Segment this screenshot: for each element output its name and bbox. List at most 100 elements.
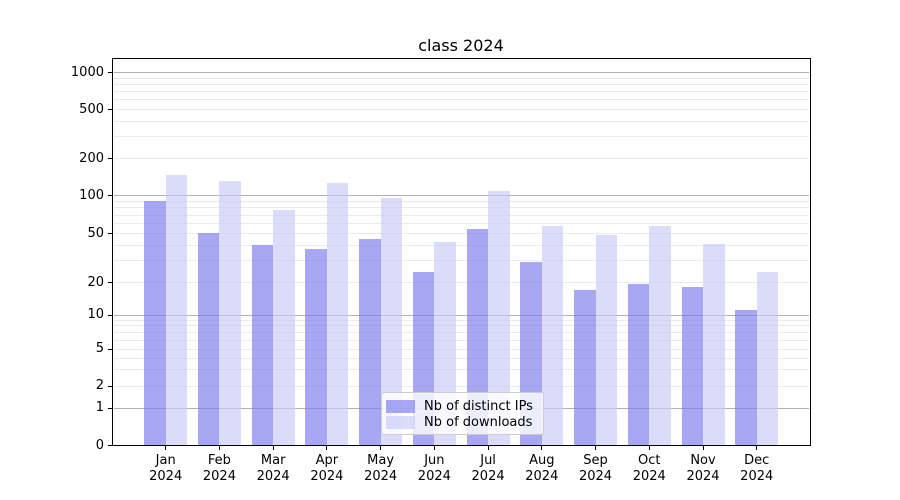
- x-tick-mark: [272, 446, 274, 450]
- y-tick-mark: [108, 282, 112, 283]
- bar-downloads: [380, 197, 403, 445]
- bar-downloads: [488, 190, 510, 445]
- x-tick-mark: [433, 446, 435, 450]
- y-tick-mark: [108, 158, 112, 159]
- bar-downloads: [165, 175, 188, 445]
- x-tick-label: May 2024: [364, 453, 398, 484]
- bar-distinct-ips: [466, 228, 489, 445]
- y-tick-mark: [108, 195, 112, 196]
- y-tick-label: 500: [79, 101, 104, 117]
- x-tick-mark: [326, 446, 328, 450]
- x-tick-mark: [702, 446, 704, 450]
- y-tick-label: 20: [87, 274, 104, 290]
- y-tick-mark: [108, 233, 112, 234]
- x-tick-label: Mar 2024: [256, 453, 290, 484]
- minor-gridline: [113, 83, 809, 85]
- x-tick-label: Dec 2024: [740, 453, 774, 484]
- bar-downloads: [595, 235, 618, 445]
- y-tick-mark: [108, 445, 112, 446]
- bar-distinct-ips: [735, 310, 757, 445]
- minor-gridline: [113, 319, 809, 321]
- y-tick-mark: [108, 314, 112, 316]
- y-tick-mark: [108, 72, 112, 73]
- minor-gridline: [113, 348, 809, 350]
- legend: Nb of distinct IPs Nb of downloads: [381, 392, 544, 435]
- x-tick-mark: [487, 446, 489, 450]
- bar-downloads: [649, 225, 671, 445]
- minor-gridline: [113, 233, 809, 234]
- x-tick-mark: [648, 446, 650, 450]
- minor-gridline: [113, 223, 809, 224]
- major-gridline: [113, 195, 809, 196]
- y-tick-label: 200: [79, 150, 104, 166]
- minor-gridline: [113, 158, 809, 159]
- minor-gridline: [113, 369, 809, 371]
- bar-distinct-ips: [681, 286, 703, 445]
- bar-distinct-ips: [627, 284, 650, 445]
- x-tick-label: Jun 2024: [417, 453, 451, 484]
- y-tick-label: 50: [87, 225, 104, 241]
- bar-distinct-ips: [305, 249, 327, 445]
- minor-gridline: [113, 207, 809, 209]
- y-tick-label: 1000: [70, 64, 104, 80]
- minor-gridline: [113, 200, 809, 202]
- bar-downloads: [756, 272, 779, 445]
- y-tick-label: 100: [79, 187, 104, 203]
- minor-gridline: [113, 385, 809, 387]
- bar-distinct-ips: [251, 244, 274, 445]
- minor-gridline: [113, 109, 809, 110]
- y-tick-label: 10: [87, 307, 104, 322]
- y-tick-label: 0: [95, 437, 104, 453]
- y-tick-mark: [108, 385, 112, 387]
- x-tick-mark: [541, 446, 543, 450]
- y-tick-label: 1: [95, 400, 104, 415]
- minor-gridline: [113, 260, 809, 262]
- bar-downloads: [273, 210, 295, 445]
- x-tick-mark: [218, 446, 220, 450]
- x-tick-mark: [380, 446, 382, 450]
- bar-downloads: [541, 225, 564, 445]
- legend-label-downloads: Nb of downloads: [424, 414, 533, 430]
- x-tick-mark: [756, 446, 758, 450]
- legend-swatch-distinct-ips-icon: [386, 399, 415, 413]
- minor-gridline: [113, 99, 809, 101]
- y-tick-label: 5: [95, 341, 104, 356]
- x-tick-label: Jan 2024: [149, 453, 183, 484]
- minor-gridline: [113, 77, 809, 79]
- bar-distinct-ips: [197, 233, 220, 445]
- bar-distinct-ips: [574, 289, 596, 445]
- bar-downloads: [219, 180, 241, 445]
- x-tick-label: Sep 2024: [578, 453, 613, 484]
- minor-gridline: [113, 214, 809, 216]
- legend-row-distinct-ips: Nb of distinct IPs: [386, 398, 533, 414]
- minor-gridline: [113, 331, 809, 333]
- x-tick-label: Jul 2024: [471, 453, 505, 484]
- minor-gridline: [113, 325, 809, 327]
- major-gridline: [113, 314, 809, 316]
- bar-downloads: [703, 243, 725, 445]
- chart-title: class 2024: [418, 36, 504, 55]
- minor-gridline: [113, 282, 809, 283]
- bar-distinct-ips: [144, 200, 166, 445]
- minor-gridline: [113, 91, 809, 93]
- minor-gridline: [113, 244, 809, 246]
- x-tick-mark: [595, 446, 597, 450]
- minor-gridline: [113, 120, 809, 122]
- y-tick-label: 2: [95, 378, 104, 393]
- bar-distinct-ips: [359, 238, 381, 445]
- minor-gridline: [113, 339, 809, 341]
- legend-swatch-downloads-icon: [386, 415, 415, 429]
- x-tick-label: Nov 2024: [686, 453, 720, 484]
- x-tick-label: Apr 2024: [310, 453, 344, 484]
- major-gridline: [113, 72, 809, 73]
- legend-row-downloads: Nb of downloads: [386, 414, 533, 430]
- x-tick-label: Aug 2024: [525, 453, 559, 484]
- minor-gridline: [113, 357, 809, 359]
- legend-label-distinct-ips: Nb of distinct IPs: [424, 398, 533, 414]
- x-tick-mark: [165, 446, 167, 450]
- x-tick-label: Oct 2024: [632, 453, 666, 484]
- bar-downloads: [326, 183, 349, 445]
- minor-gridline: [113, 136, 809, 138]
- x-tick-label: Feb 2024: [202, 453, 236, 484]
